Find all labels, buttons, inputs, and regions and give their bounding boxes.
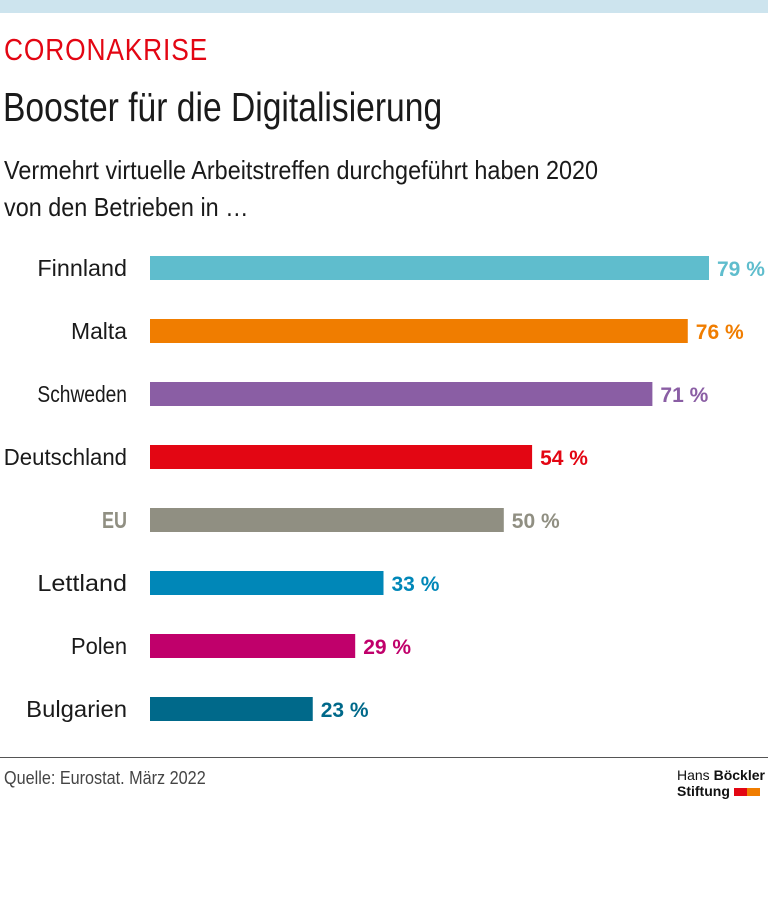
value-label: 33 % bbox=[392, 573, 440, 596]
top-bar bbox=[0, 0, 768, 13]
chart-subtitle: Vermehrt virtuelle Arbeitstreffen durchg… bbox=[4, 152, 598, 226]
kicker: CORONAKRISE bbox=[4, 32, 209, 67]
bar-malta bbox=[150, 319, 688, 343]
value-label: 23 % bbox=[321, 699, 369, 722]
category-label: Malta bbox=[71, 318, 127, 344]
logo-text-boeckler: Böckler bbox=[713, 767, 765, 783]
bar-lettland bbox=[150, 571, 384, 595]
bar-eu bbox=[150, 508, 504, 532]
bar-finnland bbox=[150, 256, 709, 280]
value-label: 71 % bbox=[660, 384, 708, 407]
divider bbox=[0, 757, 768, 758]
category-label: Deutschland bbox=[4, 444, 127, 470]
logo-square-red bbox=[733, 788, 747, 797]
value-label: 54 % bbox=[540, 447, 588, 470]
bar-chart: Finnland 79 % Malta 76 % Schweden 71 % Deutsch… bbox=[4, 255, 765, 722]
category-label: EU bbox=[102, 507, 127, 533]
chart-title: Booster für die Digitalisierung bbox=[3, 84, 443, 130]
category-label: Bulgarien bbox=[26, 696, 127, 722]
value-label: 79 % bbox=[717, 258, 765, 281]
value-label: 29 % bbox=[363, 636, 411, 659]
category-label: Polen bbox=[71, 633, 127, 659]
category-label: Schweden bbox=[37, 381, 127, 407]
logo-square-orange bbox=[746, 788, 760, 797]
value-label: 50 % bbox=[512, 510, 560, 533]
logo-text-hans: Hans bbox=[677, 767, 710, 783]
subtitle-line-1: Vermehrt virtuelle Arbeitstreffen durchg… bbox=[4, 155, 599, 185]
bar-deutschland bbox=[150, 445, 533, 469]
category-label: Finnland bbox=[37, 255, 127, 281]
subtitle-line-2: von den Betrieben in … bbox=[4, 192, 249, 222]
category-label: Lettland bbox=[37, 570, 127, 596]
value-label: 76 % bbox=[696, 321, 744, 344]
source-note: Quelle: Eurostat. März 2022 bbox=[4, 768, 206, 788]
bar-polen bbox=[150, 634, 356, 658]
logo-text-stiftung: Stiftung bbox=[677, 783, 730, 799]
logo: Hans Böckler Stiftung bbox=[677, 767, 765, 799]
bar-schweden bbox=[150, 382, 653, 406]
bar-bulgarien bbox=[150, 697, 313, 721]
